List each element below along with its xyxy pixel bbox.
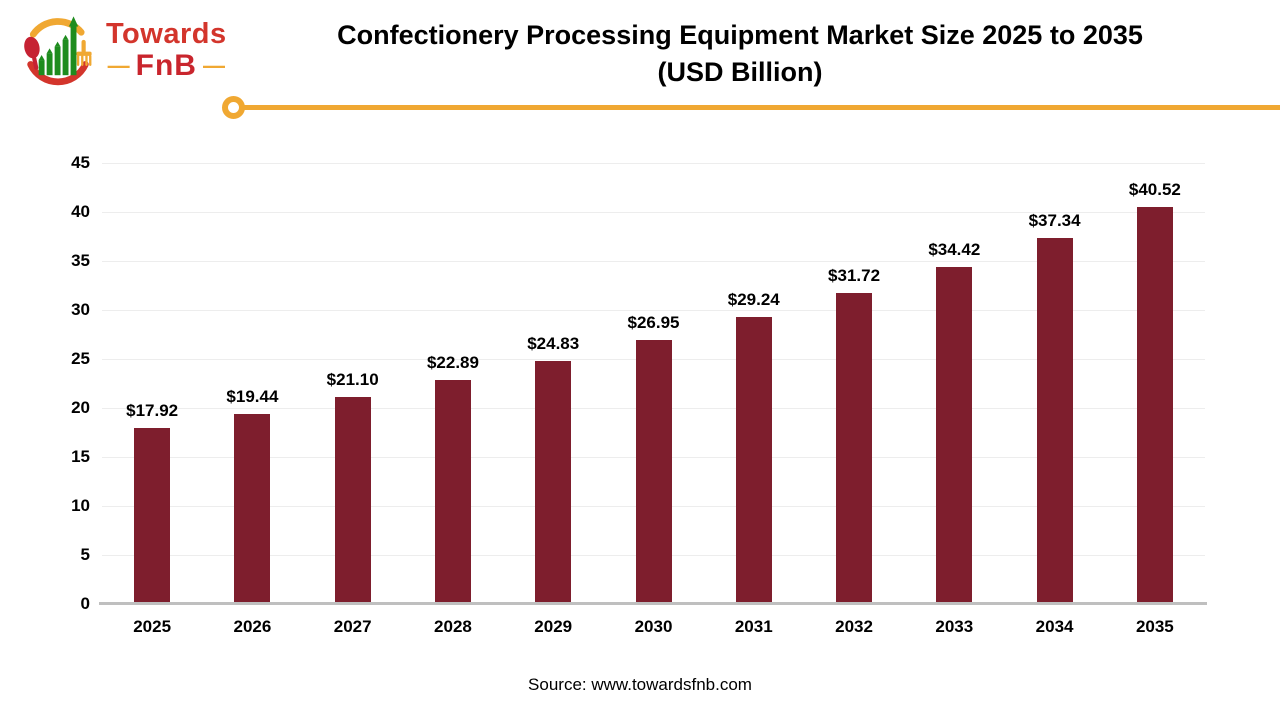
x-axis-tick-2025: 2025	[133, 617, 172, 636]
title-divider-ring-icon	[222, 96, 245, 119]
logo-brand-name: Towards	[106, 18, 227, 50]
x-axis-line	[99, 602, 1207, 605]
y-axis-tick-10: 10	[71, 496, 90, 515]
towards-fnb-logo-icon	[24, 16, 92, 86]
y-axis-tick-40: 40	[71, 202, 90, 221]
bar-2033	[936, 266, 973, 604]
logo-right-dash: —	[202, 53, 225, 78]
bar-2034	[1036, 238, 1073, 604]
gridline-30	[102, 310, 1205, 311]
bar-2030	[635, 339, 672, 604]
y-axis-tick-25: 25	[71, 349, 90, 368]
bar-value-label-2035: $40.52	[1128, 179, 1181, 199]
x-axis-tick-2026: 2026	[233, 617, 272, 636]
title-divider-line	[241, 105, 1280, 110]
chart-title-line2: (USD Billion)	[657, 57, 823, 87]
x-axis-tick-2027: 2027	[333, 617, 372, 636]
bar-2028	[434, 379, 471, 604]
bar-2027	[334, 397, 371, 604]
x-axis-tick-2035: 2035	[1135, 617, 1174, 636]
y-axis-tick-0: 0	[80, 594, 90, 613]
logo-left-dash: —	[107, 53, 130, 78]
bar-value-label-2031: $29.24	[727, 290, 780, 310]
y-axis-tick-45: 45	[71, 153, 90, 172]
bar-2032	[836, 293, 873, 604]
bar-2025	[134, 428, 171, 604]
y-axis-tick-15: 15	[71, 447, 90, 466]
x-axis-tick-2032: 2032	[835, 617, 873, 636]
bar-chart-plot-area: 0 5 10 15 20 25 30 35 40 45 $17.92 2025 $19.44 2026 $2…	[71, 153, 1207, 636]
y-axis-tick-30: 30	[71, 300, 90, 319]
gridline-35	[102, 261, 1205, 262]
chart-title-line1: Confectionery Processing Equipment Marke…	[337, 20, 1143, 50]
bar-value-label-2029: $24.83	[527, 333, 580, 353]
y-axis-tick-5: 5	[80, 545, 90, 564]
bar-2035	[1136, 206, 1173, 604]
x-axis-tick-2028: 2028	[434, 617, 472, 636]
bar-2026	[234, 413, 271, 604]
chart-title: Confectionery Processing Equipment Marke…	[260, 17, 1220, 91]
bar-value-label-2033: $34.42	[928, 239, 981, 259]
x-axis-tick-2033: 2033	[935, 617, 974, 636]
bar-value-label-2027: $21.10	[326, 370, 379, 390]
bar-value-label-2034: $37.34	[1028, 211, 1081, 231]
gridline-40	[102, 212, 1205, 213]
x-axis-tick-2030: 2030	[634, 617, 673, 636]
bar-value-label-2032: $31.72	[828, 266, 881, 286]
bar-value-label-2026: $19.44	[226, 386, 279, 406]
towards-fnb-logo-text: Towards — FnB —	[106, 18, 227, 82]
x-axis-tick-2034: 2034	[1035, 617, 1074, 636]
bar-value-label-2025: $17.92	[126, 401, 179, 421]
bar-2031	[735, 317, 772, 604]
x-axis-tick-2029: 2029	[534, 617, 573, 636]
bar-value-label-2028: $22.89	[426, 352, 479, 372]
towards-fnb-logo: Towards — FnB —	[16, 8, 227, 92]
x-axis-tick-2031: 2031	[734, 617, 773, 636]
gridline-45	[102, 163, 1205, 164]
y-axis-tick-35: 35	[71, 251, 90, 270]
bar-2029	[535, 360, 572, 604]
bar-value-label-2030: $26.95	[627, 312, 680, 332]
logo-fnb-text: FnB	[135, 49, 197, 82]
source-note: Source: www.towardsfnb.com	[528, 675, 752, 694]
y-axis-tick-20: 20	[71, 398, 90, 417]
